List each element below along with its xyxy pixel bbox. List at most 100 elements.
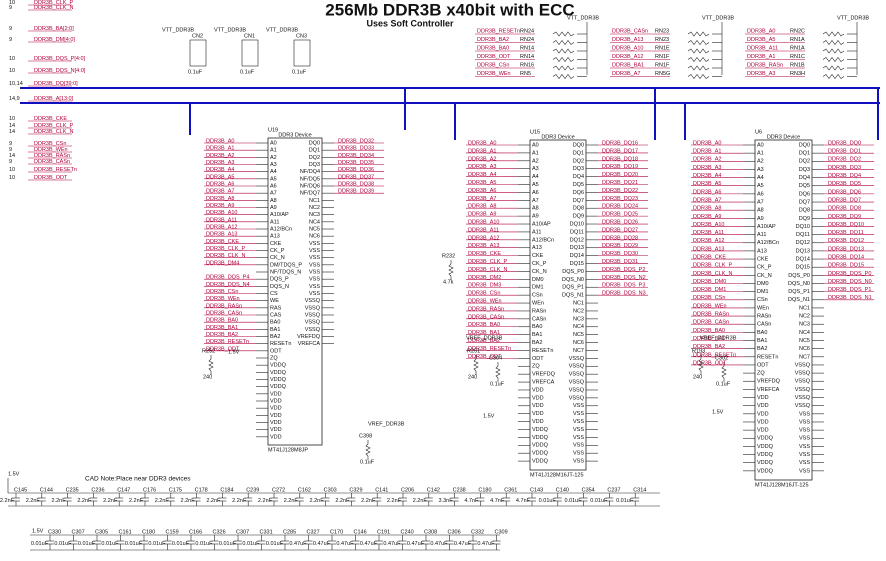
net-label: DDR3B_A2	[468, 156, 496, 162]
cap-ref: C191	[377, 529, 390, 535]
cap-value: 2.2nF	[103, 498, 118, 504]
cap-ref: C285	[283, 529, 296, 535]
resistor	[687, 57, 710, 62]
pin-name: RESETn	[532, 348, 553, 354]
pin-name: NC3	[309, 212, 320, 218]
pin-name: RAS	[270, 305, 282, 311]
cap-value: 2.2nF	[181, 498, 196, 504]
resistor	[822, 65, 845, 71]
net-label: DDR3B_BA0	[468, 322, 500, 328]
sheet-ref: 9	[9, 141, 12, 147]
chip-name: DDR3 Device	[541, 134, 574, 140]
pin-name: DQ12	[570, 237, 584, 243]
pin-name: NF/DQ7	[300, 191, 320, 197]
pin-name: DQ10	[796, 224, 810, 230]
part-ref: R251	[467, 348, 480, 354]
cap-value: 0.01uF	[172, 541, 190, 547]
pin-name: A8	[270, 198, 277, 204]
cap-ref: C272	[272, 487, 285, 493]
cap-value: 2.2nF	[413, 498, 428, 504]
rail-label: VREF_DDR3B	[368, 421, 405, 427]
net-label: DDR3B_DQ2	[828, 157, 861, 163]
pin-name: DQ14	[570, 253, 584, 259]
cap-ref: C175	[169, 487, 182, 493]
pin-name: DQ13	[796, 248, 810, 254]
cap-value: 0.47uF	[360, 541, 378, 547]
cap-value: 2.2nF	[129, 498, 144, 504]
net-label: DDR3B_DQ35	[338, 160, 374, 166]
net-label: DDR3B_BA0	[693, 328, 725, 334]
pin-name: VSSQ	[795, 362, 811, 368]
rn-ref: RN1E	[655, 45, 670, 51]
net-label: DDR3B_CLK_P	[34, 123, 73, 129]
pin-name: VDD	[270, 434, 282, 440]
pin-name: NC1	[799, 305, 810, 311]
net-label: DDR3B_A12	[468, 235, 500, 241]
pin-name: CKE	[270, 241, 282, 247]
net-label: DDR3B_A0	[693, 140, 721, 146]
cap-value: 0.47uF	[454, 541, 472, 547]
resistor	[687, 31, 710, 37]
cap-value: 2.2nF	[387, 498, 402, 504]
net-label: DDR3B_DQ0	[828, 140, 861, 146]
pin-name: VSSQ	[569, 395, 585, 401]
net-label: DDR3B_A4	[693, 173, 721, 179]
net-label: DDR3B_RASn	[206, 303, 242, 309]
pin-name: CKE	[757, 257, 769, 263]
net-label: DDR3B_DQ12	[828, 238, 864, 244]
pin-name: DQ2	[799, 159, 810, 165]
pin-name: BA1	[270, 327, 280, 333]
pin-name: NC5	[573, 332, 584, 338]
net-label: DDR3B_A11	[693, 230, 724, 236]
net-label: DDR3B_A0	[468, 140, 496, 146]
cap-ref: C147	[117, 487, 130, 493]
cap-value: 0.01uF	[148, 541, 166, 547]
net-label: DDR3B_A3	[468, 164, 496, 170]
pin-name: DQS_P	[270, 277, 289, 283]
net-label: DDR3B_A10	[468, 219, 500, 225]
net-label: DDR3B_CLK_N	[468, 267, 507, 273]
net-label: DDR3B_CLK_N	[693, 271, 732, 277]
net-label: DDR3B_DQ14	[828, 255, 864, 261]
pin-name: NC7	[799, 354, 810, 360]
pin-name: DQS_P1	[788, 289, 810, 295]
cap-ref: C141	[375, 487, 388, 493]
resistor	[552, 31, 575, 37]
part-symbol	[208, 355, 214, 375]
rn-ref: RN24	[520, 28, 534, 34]
resistor	[822, 74, 845, 79]
net-label: DDR3B_DQS_N0	[828, 279, 872, 285]
cap-ref: C306	[448, 529, 461, 535]
net-label: DDR3B_BA1	[468, 330, 500, 336]
rail-label: 1.5V	[483, 413, 495, 419]
net-label: DDR3B_BA2	[206, 332, 238, 338]
pin-name: DQS_P0	[562, 269, 584, 275]
pin-name: DQS_P0	[788, 273, 810, 279]
pin-name: A7	[532, 198, 539, 204]
pin-name: DM0	[757, 281, 769, 287]
pin-name: VSSQ	[305, 320, 321, 326]
rail-label: 1.5V	[32, 528, 44, 534]
cap-ref: C308	[424, 529, 437, 535]
net-label: DDR3B_A8	[693, 206, 721, 212]
chip-part: MT41J128M8JP	[268, 447, 308, 453]
chip-name: DDR3 Device	[278, 132, 311, 138]
net-label: DDR3B_DQ5	[828, 181, 861, 187]
pin-name: VSSQ	[795, 371, 811, 377]
net-label: DDR3B_A10	[612, 45, 644, 51]
pin-name: CK_P	[532, 261, 547, 267]
pin-name: A4	[270, 169, 277, 175]
pin-name: DQ8	[799, 208, 810, 214]
cap-value: 2.2nF	[26, 498, 41, 504]
net-label: DDR3B_DM[4:0]	[34, 37, 75, 43]
net-label: DDR3B_A6	[468, 188, 496, 194]
pin-name: DQ0	[309, 140, 320, 146]
pin-name: VDD	[757, 403, 769, 409]
pin-name: VDDQ	[532, 443, 549, 449]
pin-name: NF/DQ6	[300, 183, 320, 189]
net-label: DDR3B_DQ18	[602, 156, 638, 162]
cap-value: 0.47uF	[289, 541, 307, 547]
cap-ref: C170	[330, 529, 343, 535]
rn-ref: RN24	[520, 37, 534, 43]
